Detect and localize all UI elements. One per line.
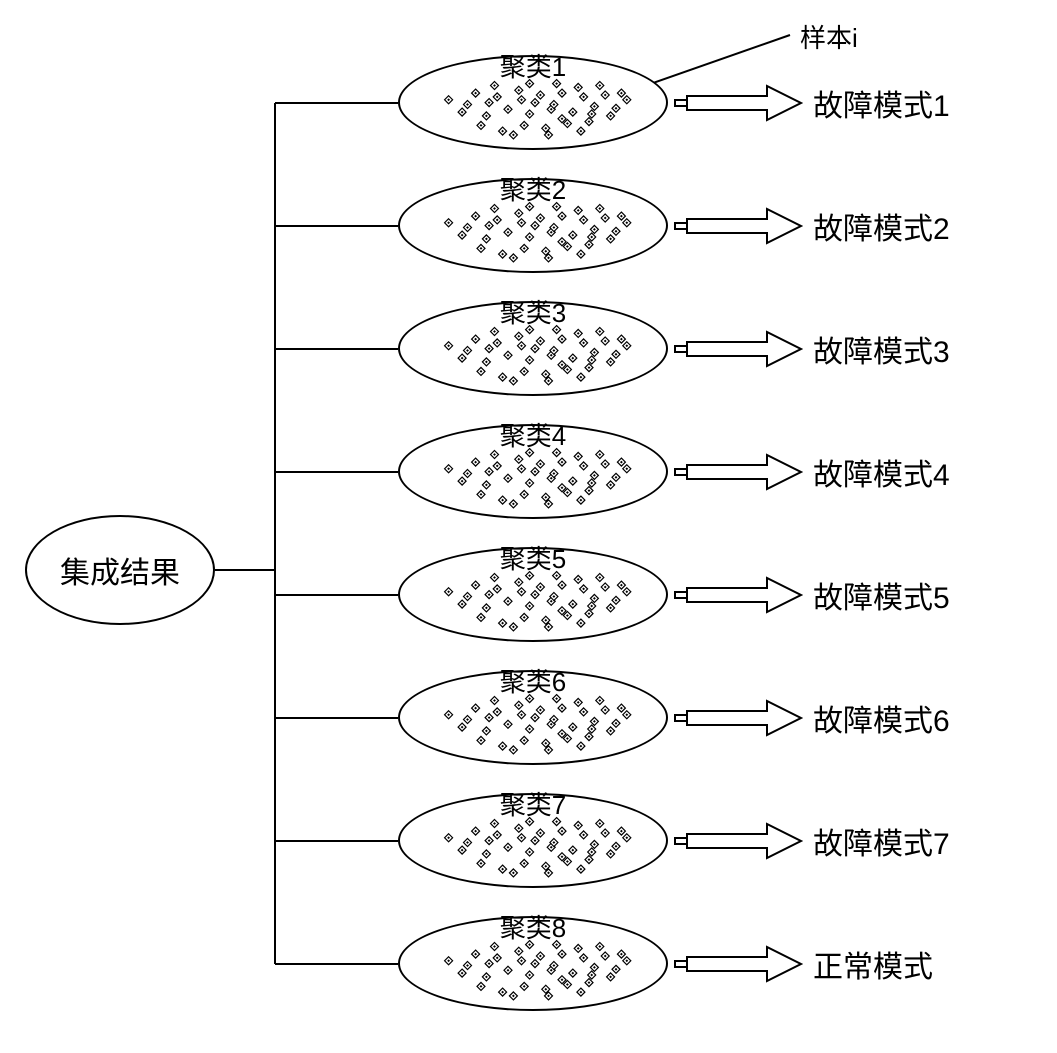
- arrow-icon: [673, 330, 803, 368]
- cluster-label-7: 聚类7: [500, 785, 566, 822]
- cluster-label-4: 聚类4: [500, 416, 566, 453]
- cluster-ellipse-5: 聚类5: [398, 547, 668, 642]
- arrow-icon: [673, 822, 803, 860]
- cluster-label-6: 聚类6: [500, 662, 566, 699]
- mode-label-5: 故障模式5: [813, 573, 950, 617]
- mode-label-7: 故障模式7: [813, 819, 950, 863]
- cluster-label-2: 聚类2: [500, 170, 566, 207]
- clustering-diagram: 集成结果 样本i 聚类1: [0, 0, 1057, 1053]
- cluster-ellipse-3: 聚类3: [398, 301, 668, 396]
- mode-label-6: 故障模式6: [813, 696, 950, 740]
- cluster-7: 聚类7: [398, 793, 950, 888]
- cluster-4: 聚类4: [398, 424, 950, 519]
- mode-label-1: 故障模式1: [813, 81, 950, 125]
- cluster-1: 聚类1: [398, 55, 950, 150]
- arrow-icon: [673, 207, 803, 245]
- cluster-5: 聚类5: [398, 547, 950, 642]
- root-label: 集成结果: [60, 548, 180, 592]
- cluster-label-5: 聚类5: [500, 539, 566, 576]
- cluster-label-1: 聚类1: [500, 47, 566, 84]
- cluster-3: 聚类3: [398, 301, 950, 396]
- cluster-label-3: 聚类3: [500, 293, 566, 330]
- cluster-ellipse-7: 聚类7: [398, 793, 668, 888]
- cluster-ellipse-6: 聚类6: [398, 670, 668, 765]
- root-node: 集成结果: [25, 515, 215, 625]
- arrow-icon: [673, 84, 803, 122]
- cluster-ellipse-1: 聚类1: [398, 55, 668, 150]
- arrow-icon: [673, 699, 803, 737]
- cluster-label-8: 聚类8: [500, 908, 566, 945]
- cluster-2: 聚类2: [398, 178, 950, 273]
- arrow-icon: [673, 945, 803, 983]
- cluster-ellipse-4: 聚类4: [398, 424, 668, 519]
- cluster-ellipse-2: 聚类2: [398, 178, 668, 273]
- sample-annotation-label: 样本i: [800, 18, 858, 55]
- cluster-6: 聚类6: [398, 670, 950, 765]
- mode-label-3: 故障模式3: [813, 327, 950, 371]
- arrow-icon: [673, 576, 803, 614]
- cluster-ellipse-8: 聚类8: [398, 916, 668, 1011]
- mode-label-8: 正常模式: [813, 942, 933, 986]
- mode-label-2: 故障模式2: [813, 204, 950, 248]
- arrow-icon: [673, 453, 803, 491]
- cluster-8: 聚类8: [398, 916, 933, 1011]
- mode-label-4: 故障模式4: [813, 450, 950, 494]
